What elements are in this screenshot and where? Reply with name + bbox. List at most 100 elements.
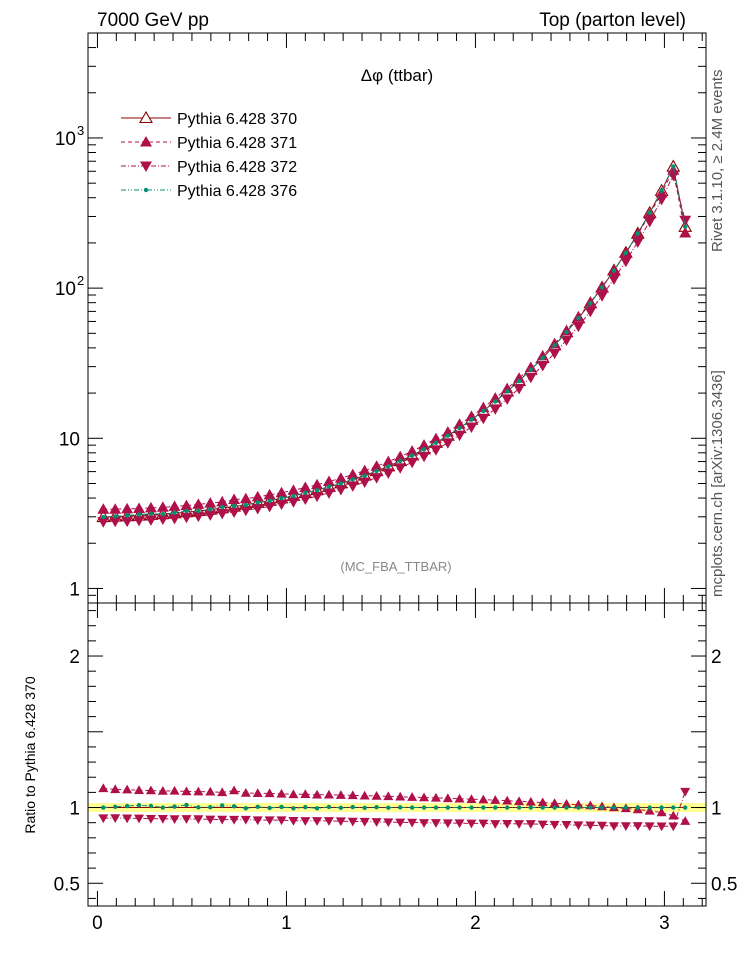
data-point — [454, 819, 465, 829]
data-point — [597, 821, 608, 831]
data-point — [144, 515, 157, 526]
data-point — [121, 502, 134, 514]
data-point — [144, 501, 157, 513]
data-point — [371, 818, 382, 827]
data-point — [267, 805, 272, 811]
data-point — [668, 822, 679, 832]
data-point — [386, 464, 391, 469]
data-point — [516, 378, 522, 384]
data-point — [168, 513, 181, 525]
data-point — [680, 816, 691, 825]
data-point — [501, 382, 514, 394]
data-point — [251, 490, 264, 502]
data-point — [647, 210, 652, 216]
data-point — [668, 810, 679, 820]
data-point — [536, 349, 549, 361]
series-line-3 — [103, 164, 686, 518]
data-point — [659, 805, 664, 810]
data-point — [110, 784, 121, 794]
data-point — [421, 805, 427, 810]
data-point — [453, 430, 466, 442]
data-point — [656, 822, 667, 832]
data-point — [395, 791, 406, 801]
data-point — [133, 502, 146, 513]
data-point — [481, 408, 486, 414]
data-point — [217, 815, 228, 825]
data-point — [172, 804, 177, 809]
data-point — [168, 500, 181, 511]
data-point — [180, 499, 193, 511]
y-tick-label: 10 — [55, 279, 76, 300]
data-point — [418, 439, 431, 450]
header-right: Top (parton level) — [539, 10, 686, 31]
data-point — [181, 815, 192, 824]
data-point — [156, 514, 169, 526]
data-point — [180, 512, 193, 524]
data-point — [419, 792, 430, 802]
data-point — [252, 788, 263, 798]
data-point — [409, 453, 415, 458]
data-point — [561, 799, 572, 808]
ratio-y-tick-label: 2 — [69, 647, 80, 668]
data-point — [121, 516, 134, 528]
data-point — [145, 814, 156, 824]
data-point — [311, 491, 324, 503]
data-point — [406, 445, 419, 456]
data-point — [267, 498, 272, 504]
data-point — [619, 256, 632, 268]
ratio-y-tick-label: 1 — [69, 799, 80, 820]
data-point — [573, 799, 584, 809]
data-point — [122, 784, 133, 794]
data-point — [585, 821, 596, 831]
data-point — [263, 488, 276, 500]
data-point — [599, 805, 605, 810]
legend-marker — [140, 161, 152, 172]
data-point — [314, 488, 320, 493]
data-point — [635, 805, 640, 810]
data-point — [205, 786, 216, 796]
ratio-y-axis-label: Ratio to Pythia 6.428 370 — [22, 676, 38, 833]
data-point — [101, 514, 106, 520]
data-point — [632, 822, 643, 831]
data-point — [335, 790, 346, 799]
data-point — [596, 291, 609, 302]
data-point — [525, 796, 536, 806]
data-point — [145, 785, 156, 795]
data-point — [588, 805, 593, 810]
data-point — [548, 348, 561, 360]
data-point — [160, 805, 166, 810]
data-point — [322, 475, 335, 487]
data-point — [326, 804, 332, 810]
data-point — [240, 815, 251, 825]
data-point — [338, 805, 344, 811]
ratio-y-tick-label: 0.5 — [54, 874, 80, 895]
data-point — [683, 224, 688, 230]
data-point — [184, 802, 189, 808]
data-point — [457, 425, 462, 431]
data-point — [469, 805, 474, 810]
data-point — [374, 805, 379, 810]
data-point — [124, 803, 130, 809]
data-point — [134, 814, 145, 824]
data-point — [514, 796, 525, 806]
mcplots-label: mcplots.cern.ch [arXiv:1306.3436] — [709, 370, 726, 597]
data-point — [276, 816, 287, 826]
legend-label: Pythia 6.428 372 — [177, 159, 297, 176]
data-point — [501, 394, 514, 405]
data-point — [433, 440, 439, 446]
data-point — [276, 788, 287, 798]
data-point — [513, 372, 526, 383]
data-point — [465, 422, 478, 433]
data-point — [196, 805, 201, 810]
data-point — [229, 785, 240, 795]
data-point — [347, 817, 358, 827]
data-point — [288, 816, 299, 826]
data-point — [370, 473, 383, 484]
data-point — [489, 404, 502, 415]
y-tick-exponent: 3 — [77, 123, 84, 138]
data-point — [299, 494, 312, 506]
header-left: 7000 GeV pp — [97, 10, 209, 31]
data-point — [350, 804, 355, 810]
data-point — [573, 821, 584, 831]
